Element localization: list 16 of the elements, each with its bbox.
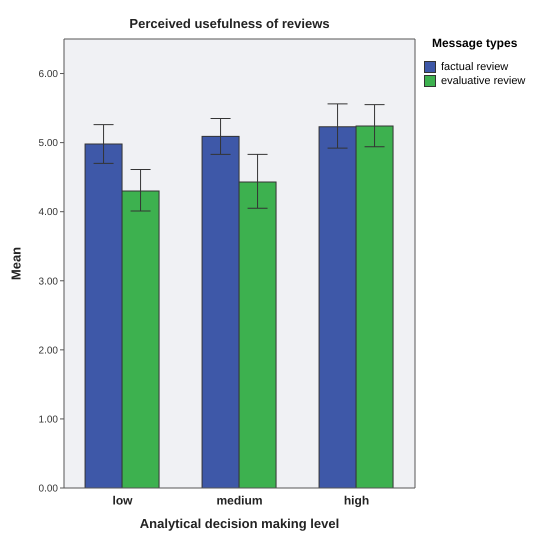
y-tick-label: 2.00 — [38, 345, 58, 356]
y-tick-label: 6.00 — [38, 69, 58, 80]
y-tick-label: 0.00 — [38, 484, 58, 495]
y-tick-label: 1.00 — [38, 414, 58, 426]
x-tick-label: low — [112, 494, 134, 508]
legend-title: Message types — [430, 36, 518, 50]
legend-label: evaluative review — [441, 74, 526, 88]
legend-label: factual review — [441, 60, 508, 74]
y-tick-label: 5.00 — [38, 138, 58, 150]
y-tick-label: 4.00 — [38, 207, 58, 218]
chart-title: Perceived usefulness of reviews — [128, 16, 331, 31]
y-axis-title: Mean — [8, 246, 24, 280]
x-tick-label: high — [344, 494, 370, 508]
x-axis-title: Analytical decision making level — [140, 516, 340, 531]
x-tick-label: medium — [216, 494, 263, 508]
y-tick-label: 3.00 — [38, 276, 58, 288]
